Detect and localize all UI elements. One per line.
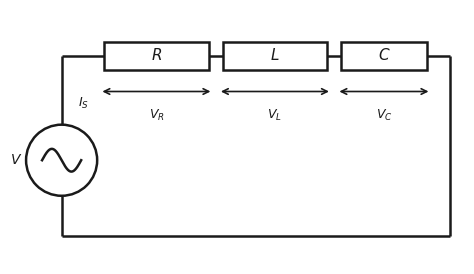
Bar [341,42,427,70]
Text: $V_R$: $V_R$ [148,108,164,123]
Bar [223,42,327,70]
Text: R: R [151,48,162,64]
Text: C: C [379,48,389,64]
Text: $V_L$: $V_L$ [267,108,283,123]
Text: $V_C$: $V_C$ [375,108,392,123]
Text: L: L [271,48,279,64]
Text: $I_S$: $I_S$ [78,96,89,111]
Text: $V$: $V$ [10,153,23,167]
Bar [104,42,209,70]
Circle shape [26,125,97,196]
